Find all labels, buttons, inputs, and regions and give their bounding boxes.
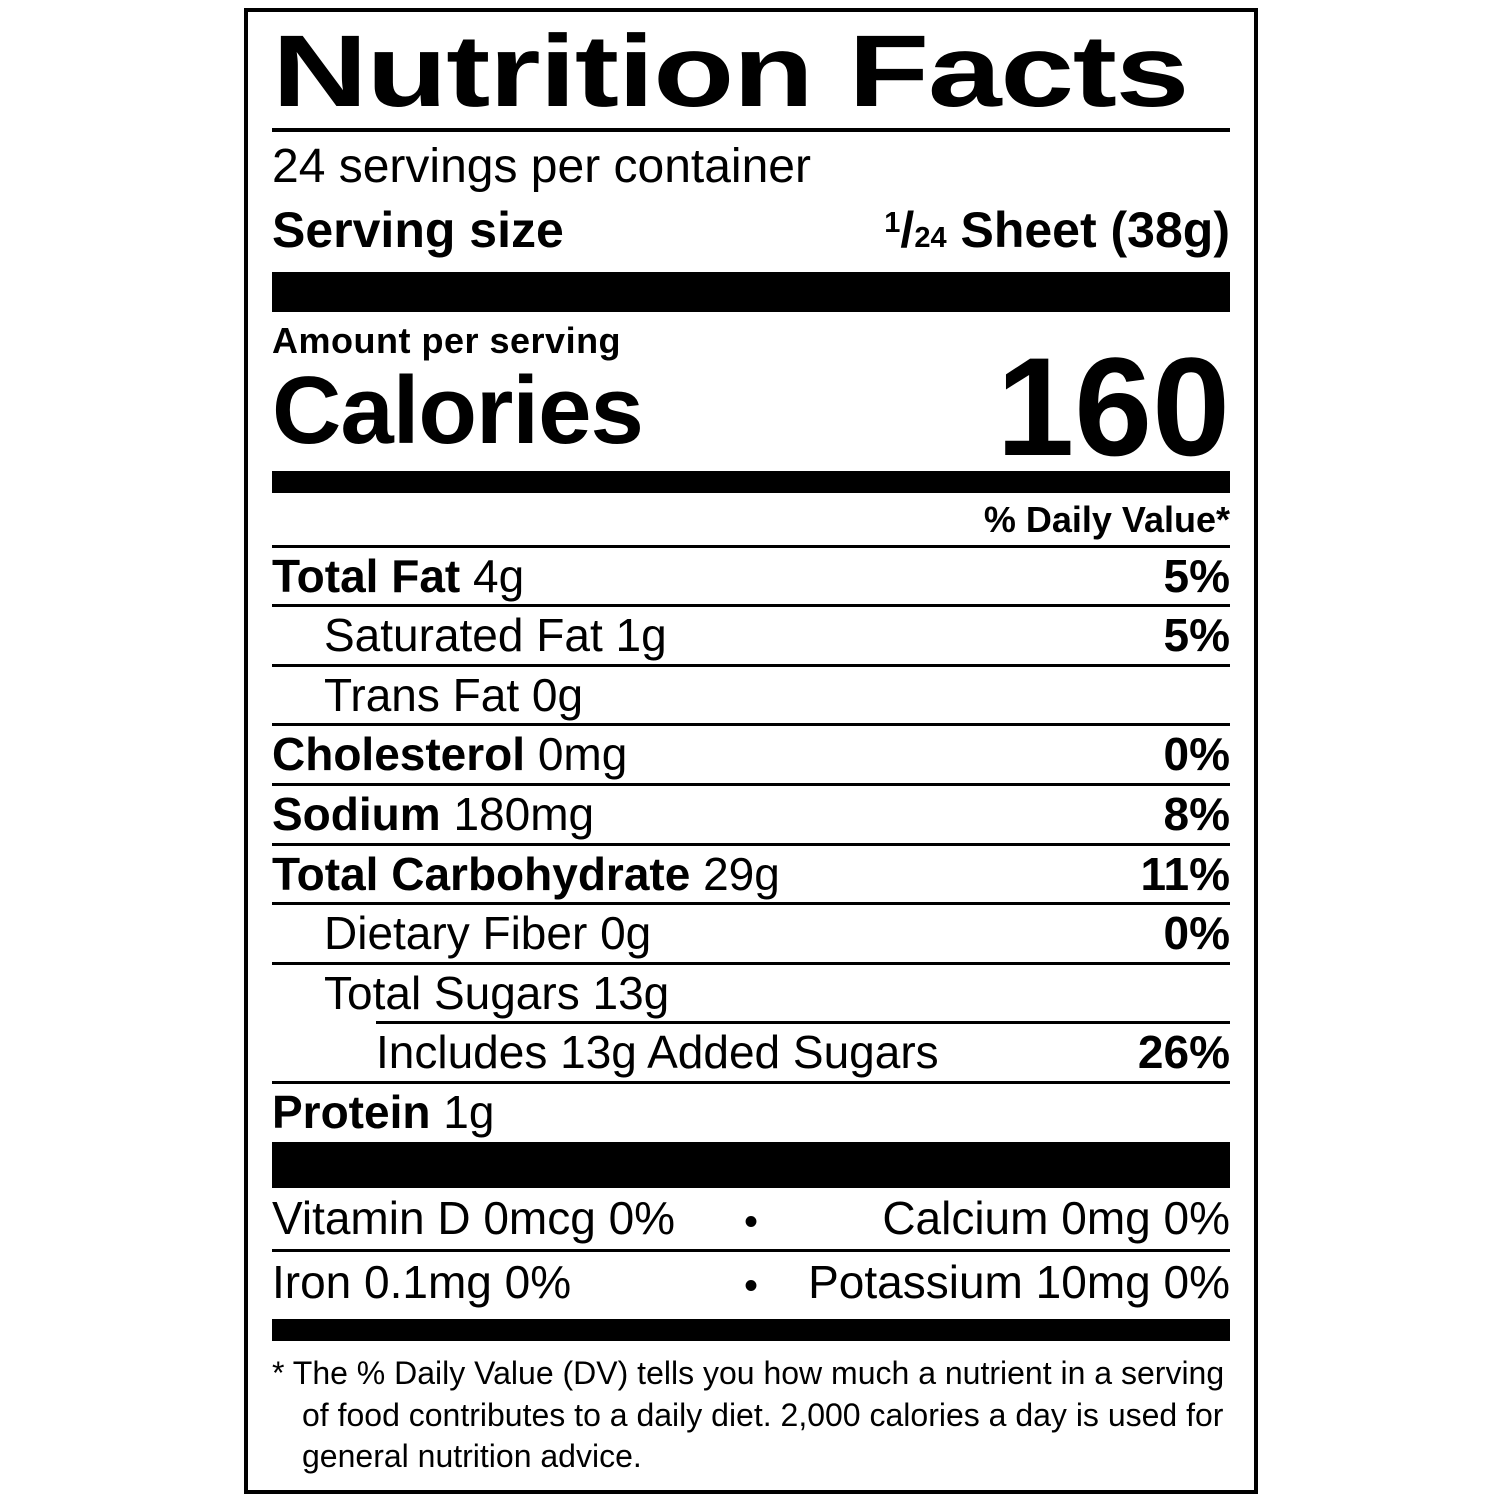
nutrient-dv: 11% [1140, 847, 1230, 900]
nutrient-name-text: Total Fat [272, 549, 461, 602]
nutrient-row-added-sugars: Includes 13g Added Sugars 26% [272, 1024, 1230, 1081]
nutrient-dv: 26% [1137, 1026, 1230, 1079]
nutrient-name: Saturated Fat 1g [272, 610, 667, 661]
nutrient-name: Total Fat 4g [272, 549, 525, 602]
nutrient-name: Cholesterol 0mg [272, 729, 627, 780]
nutrient-dv: 8% [1163, 787, 1230, 840]
nutrient-name-text: Sodium [272, 787, 441, 840]
nutrient-amount: 1g [602, 609, 667, 662]
calories-value: 160 [996, 327, 1230, 485]
calories-row: Calories 160 [272, 327, 1230, 485]
nutrient-row-protein: Protein 1g [272, 1084, 1230, 1141]
nutrient-name-text: Trans Fat [324, 668, 520, 721]
nutrient-name-text: Total Carbohydrate [272, 847, 691, 900]
divider [272, 842, 1230, 846]
micro-left: Vitamin D 0mcg 0% [272, 1192, 676, 1245]
fraction-numerator: 1 [884, 207, 901, 240]
separator-bar-thick-top [272, 271, 1230, 312]
divider [272, 782, 1230, 786]
footnote: * The % Daily Value (DV) tells you how m… [272, 1355, 1225, 1475]
nutrient-dv: 5% [1163, 609, 1230, 662]
nutrient-row-total-sugars: Total Sugars 13g [272, 965, 1230, 1022]
amount-per-serving: Amount per serving [272, 319, 622, 361]
nutrient-row-total-fat: Total Fat 4g 5% [272, 548, 1230, 605]
nutrient-amount: 0g [587, 907, 652, 960]
divider-indented [376, 1021, 1230, 1025]
nutrient-row-cholesterol: Cholesterol 0mg 0% [272, 726, 1230, 783]
nutrient-name-text: Dietary Fiber [324, 907, 588, 960]
nutrient-row-trans-fat: Trans Fat 0g [272, 667, 1230, 724]
label-title: Nutrition Facts [272, 14, 1189, 128]
serving-size-row: Serving size 1/24 Sheet (38g) [272, 200, 1230, 260]
separator-bar-footnote [272, 1319, 1230, 1342]
nutrient-dv: 5% [1163, 549, 1230, 602]
nutrient-row-sodium: Sodium 180mg 8% [272, 786, 1230, 843]
fraction-denominator: 24 [914, 222, 947, 255]
micro-right: Potassium 10mg 0% [808, 1256, 1230, 1309]
divider [272, 723, 1230, 727]
nutrient-dv: 0% [1163, 907, 1230, 960]
nutrient-name-text: Includes 13g Added Sugars [376, 1026, 939, 1079]
nutrient-name: Sodium 180mg [272, 789, 594, 840]
serving-size-label: Serving size [272, 201, 564, 258]
nutrient-name: Trans Fat 0g [272, 668, 584, 721]
nutrient-amount: 4g [460, 549, 525, 602]
fraction-slash: / [900, 201, 915, 258]
separator-bar-medium [272, 470, 1230, 493]
separator-bar-thick-bottom [272, 1142, 1230, 1189]
nutrient-name-text: Total Sugars [324, 966, 580, 1019]
divider [272, 604, 1230, 608]
divider [272, 1249, 1230, 1253]
nutrient-amount: 180mg [440, 787, 595, 840]
divider [272, 1080, 1230, 1084]
nutrient-amount: 29g [690, 847, 780, 900]
serving-size-value: 1/24 Sheet (38g) [884, 200, 1230, 260]
micronutrient-row-2: Iron 0.1mg 0% • Potassium 10mg 0% [272, 1252, 1230, 1313]
divider [272, 902, 1230, 906]
nutrient-row-total-carbohydrate: Total Carbohydrate 29g 11% [272, 846, 1230, 903]
nutrient-amount: 0mg [525, 728, 628, 781]
nutrient-name: Total Carbohydrate 29g [272, 847, 780, 900]
serving-size-unit: Sheet (38g) [946, 201, 1230, 258]
nutrient-name: Total Sugars 13g [272, 966, 670, 1019]
nutrient-amount: 1g [430, 1085, 495, 1138]
bullet-separator: • [744, 1265, 758, 1308]
micro-left: Iron 0.1mg 0% [272, 1256, 572, 1309]
micronutrient-row-1: Vitamin D 0mcg 0% • Calcium 0mg 0% [272, 1188, 1230, 1249]
nutrient-name: Protein 1g [272, 1087, 494, 1138]
calories-label: Calories [272, 356, 644, 464]
nutrient-name-text: Saturated Fat [324, 609, 603, 662]
nutrient-name: Includes 13g Added Sugars [272, 1027, 939, 1078]
nutrient-row-saturated-fat: Saturated Fat 1g 5% [272, 607, 1230, 664]
nutrient-amount: 13g [579, 966, 670, 1019]
nutrition-label: Nutrition Facts 24 servings per containe… [244, 8, 1258, 1494]
servings-per-container: 24 servings per container [272, 139, 811, 193]
bullet-separator: • [744, 1201, 758, 1244]
daily-value-header: % Daily Value* [272, 493, 1230, 548]
nutrient-name: Dietary Fiber 0g [272, 908, 651, 959]
title-rule [272, 127, 1230, 132]
micro-right: Calcium 0mg 0% [882, 1192, 1230, 1245]
nutrient-amount: 0g [519, 668, 584, 721]
divider [272, 663, 1230, 667]
nutrient-name-text: Cholesterol [272, 728, 526, 781]
divider [272, 961, 1230, 965]
nutrient-dv: 0% [1163, 728, 1230, 781]
nutrient-name-text: Protein [272, 1085, 431, 1138]
nutrient-row-dietary-fiber: Dietary Fiber 0g 0% [272, 905, 1230, 962]
